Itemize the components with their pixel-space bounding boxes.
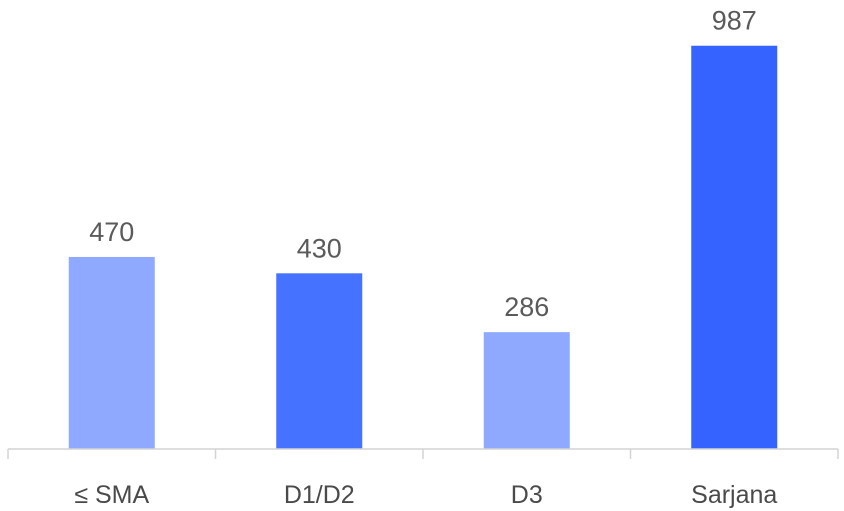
bar-sma (68, 256, 155, 449)
value-label-sarjana: 987 (712, 6, 757, 36)
x-axis-ticks (7, 449, 839, 459)
category-label-d3: D3 (511, 481, 543, 509)
bar-d3 (483, 332, 570, 449)
category-label-sma: ≤ SMA (74, 481, 149, 509)
value-labels-layer: 470 430 286 987 (89, 6, 757, 322)
bars-layer (68, 45, 778, 450)
value-label-d1-d2: 430 (297, 233, 342, 263)
category-label-d1-d2: D1/D2 (284, 481, 355, 509)
category-labels-layer: ≤ SMA D1/D2 D3 Sarjana (74, 481, 777, 509)
value-label-d3: 286 (504, 292, 549, 322)
value-label-sma: 470 (89, 217, 134, 247)
bar-sarjana (691, 45, 778, 450)
bar-d1-d2 (276, 273, 363, 449)
category-label-sarjana: Sarjana (691, 481, 777, 509)
